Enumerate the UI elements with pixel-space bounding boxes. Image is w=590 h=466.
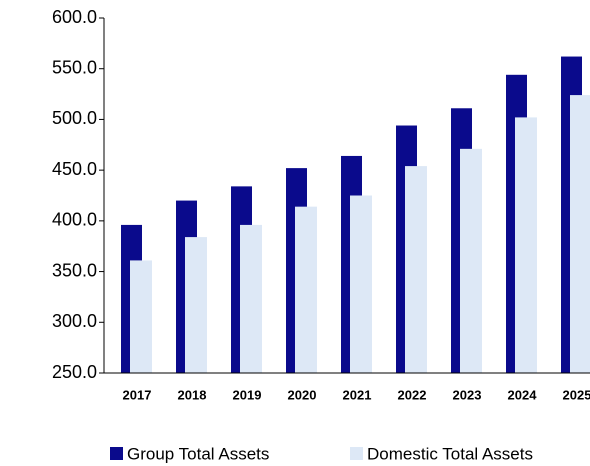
bar	[515, 117, 537, 374]
y-tick-label: 550.0	[52, 57, 97, 77]
y-tick-label: 250.0	[52, 362, 97, 382]
y-tick-label: 500.0	[52, 108, 97, 128]
bar	[185, 237, 207, 373]
x-tick-label: 2024	[508, 387, 538, 402]
x-tick-label: 2018	[178, 387, 207, 402]
bar	[295, 206, 317, 373]
y-tick-label: 350.0	[52, 260, 97, 280]
bar	[405, 166, 427, 373]
x-tick-label: 2021	[343, 387, 372, 402]
y-tick-label: 400.0	[52, 210, 97, 230]
x-tick-label: 2025	[563, 387, 590, 402]
y-tick-label: 450.0	[52, 159, 97, 179]
y-tick-label: 300.0	[52, 311, 97, 331]
bar	[130, 260, 152, 373]
x-tick-label: 2020	[288, 387, 317, 402]
legend-swatch	[350, 447, 363, 460]
bar	[460, 148, 482, 373]
legend-label: Domestic Total Assets	[367, 444, 533, 463]
x-tick-label: 2017	[123, 387, 152, 402]
x-tick-label: 2019	[233, 387, 262, 402]
x-tick-label: 2022	[398, 387, 427, 402]
legend-label: Group Total Assets	[127, 444, 269, 463]
bar	[240, 224, 262, 373]
y-tick-label: 600.0	[52, 7, 97, 27]
x-tick-label: 2023	[453, 387, 482, 402]
bar	[350, 195, 372, 373]
legend-swatch	[110, 447, 123, 460]
bar	[570, 95, 590, 373]
